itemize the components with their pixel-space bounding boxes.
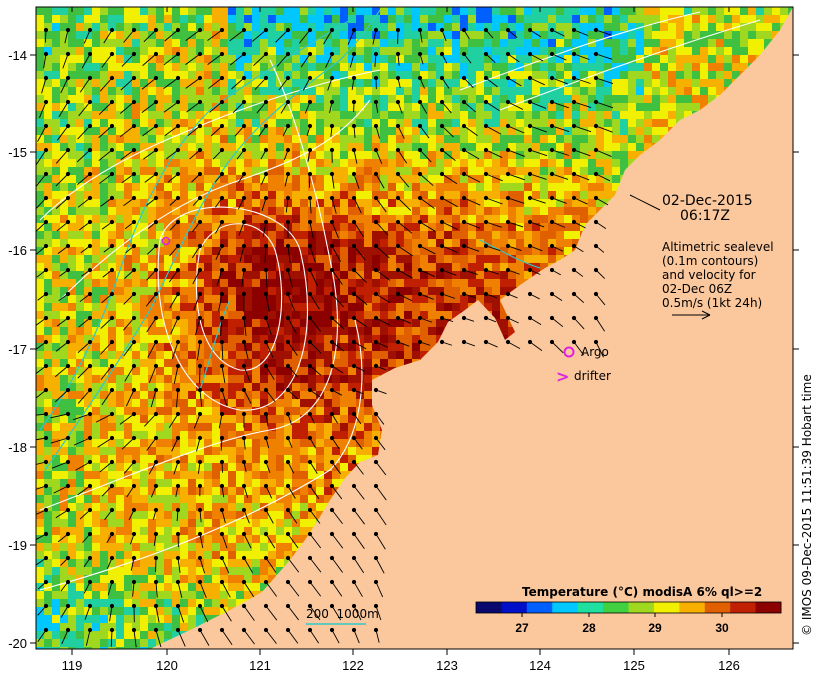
y-tick-label: -17 [8, 342, 27, 357]
y-tick-label: -16 [8, 243, 27, 258]
sealevel-note-line-5: 0.5m/s (1kt 24h) [662, 296, 762, 310]
drifter-marker-icon: > [556, 367, 569, 386]
y-tick-label: -14 [8, 48, 27, 63]
colorbar-frame [475, 601, 782, 614]
sealevel-note-line-4: 02-Dec 06Z [662, 282, 732, 296]
argo-marker-icon [563, 346, 575, 358]
colorbar-ticks: 27 28 29 30 [515, 613, 729, 635]
timestamp-pointer [629, 194, 661, 211]
sst-pixels [36, 7, 793, 649]
y-tick-label: -18 [8, 440, 27, 455]
colorbar-gradient [476, 602, 782, 613]
x-tick-label: 126 [718, 658, 740, 673]
argo-label: Argo [581, 345, 609, 359]
land-mass [150, 7, 793, 649]
colorbar-tick-label: 27 [515, 621, 529, 635]
sealevel-note-line-3: and velocity for [662, 268, 756, 282]
timestamp-time: 06:17Z [680, 208, 730, 224]
timestamp-annotation: 02-Dec-2015 06:17Z [629, 193, 753, 224]
velocity-arrows [36, 27, 614, 648]
isobath-legend: 200 1000m [306, 607, 379, 625]
timestamp-date: 02-Dec-2015 [662, 193, 753, 209]
x-tick-label: 125 [623, 658, 645, 673]
y-tick-label: -19 [8, 538, 27, 553]
sealevel-contours [39, 11, 761, 591]
isobath-label: 200 1000m [306, 607, 379, 621]
x-tick-label: 123 [436, 658, 458, 673]
map-plot-area [36, 7, 793, 649]
y-axis: -14 -15 -16 -17 -18 -19 -20 [8, 48, 799, 651]
argo-float-icon [161, 236, 171, 246]
x-tick-label: 120 [156, 658, 178, 673]
x-tick-label: 122 [342, 658, 364, 673]
colorbar-title: Temperature (°C) modisA 6% ql>=2 [522, 585, 762, 599]
y-tick-label: -20 [8, 636, 27, 651]
x-tick-label: 119 [62, 658, 83, 673]
sealevel-note-line-2: (0.1m contours) [662, 254, 758, 268]
colorbar-tick-label: 29 [648, 621, 662, 635]
sealevel-note-line-1: Altimetric sealevel [662, 240, 774, 254]
colorbar-tick-label: 28 [582, 621, 596, 635]
plot-frame [35, 6, 794, 650]
colorbar: Temperature (°C) modisA 6% ql>=2 27 28 29 3… [475, 585, 782, 635]
credit-text: © IMOS 09-Dec-2015 11:51:39 Hobart time [800, 374, 814, 636]
sealevel-note: Altimetric sealevel (0.1m contours) and … [662, 240, 774, 320]
markers-legend: Argo > drifter [556, 345, 611, 386]
x-tick-label: 124 [529, 658, 551, 673]
x-axis: 119 120 121 122 123 124 125 126 [62, 7, 740, 673]
isobaths [39, 9, 541, 471]
drifter-label: drifter [574, 369, 611, 383]
x-tick-label: 121 [249, 658, 271, 673]
colorbar-tick-label: 30 [715, 621, 729, 635]
reference-arrow-icon [672, 310, 711, 320]
y-tick-label: -15 [8, 145, 27, 160]
